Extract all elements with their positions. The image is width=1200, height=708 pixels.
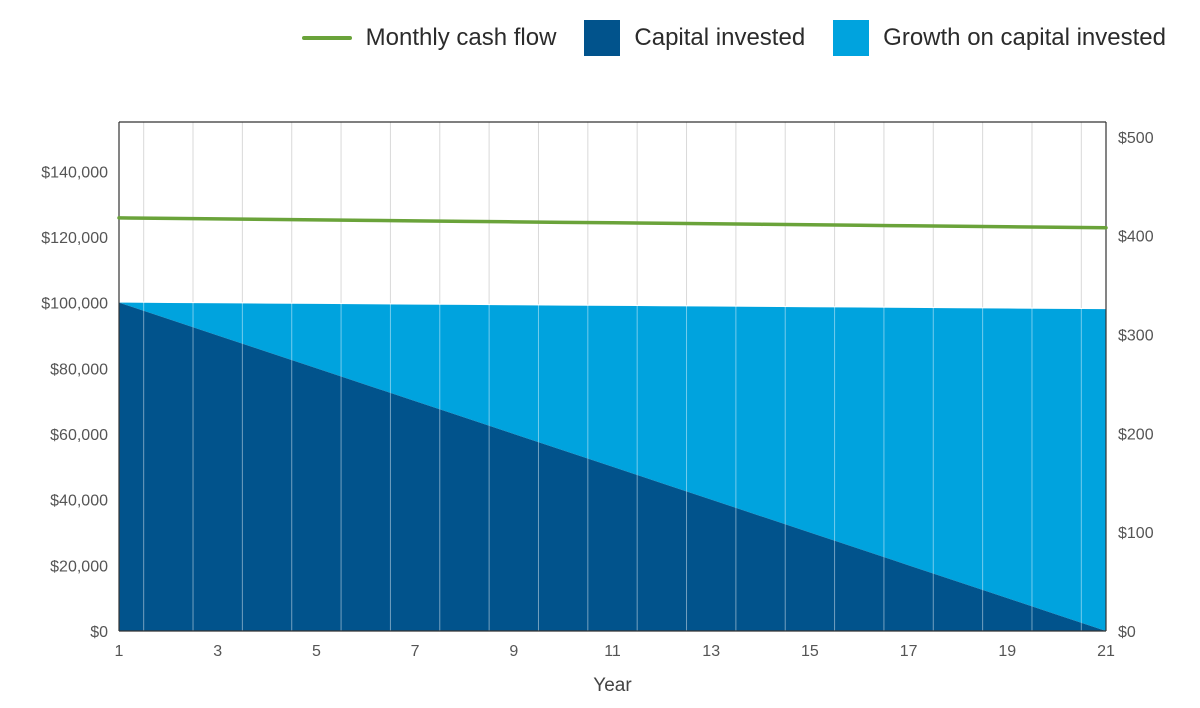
y-right-tick-label: $500: [1118, 130, 1154, 147]
chart-legend: Monthly cash flow Capital invested Growt…: [274, 20, 1166, 56]
x-tick-label: 11: [604, 643, 621, 660]
x-tick-label: 17: [900, 643, 918, 660]
legend-label-growth: Growth on capital invested: [883, 24, 1166, 51]
cash-flow-line: [117, 216, 1108, 230]
y-right-tick-label: $300: [1118, 327, 1154, 344]
y-left-tick-label: $20,000: [50, 558, 108, 575]
x-tick-label: 13: [702, 643, 720, 660]
legend-swatch-capital: [584, 20, 621, 56]
x-tick-label: 1: [115, 643, 124, 660]
legend-item-growth: Growth on capital invested: [833, 20, 1166, 56]
y-left-tick-label: $60,000: [50, 427, 108, 444]
legend-label-cash-flow: Monthly cash flow: [365, 24, 557, 51]
y-right-tick-label: $100: [1118, 525, 1154, 542]
x-tick-label: 3: [213, 643, 222, 660]
y-left-tick-label: $120,000: [41, 230, 108, 247]
y-left-tick-label: $140,000: [41, 164, 108, 181]
y-left-tick-label: $0: [90, 624, 108, 641]
y-right-tick-label: $200: [1118, 426, 1154, 443]
x-tick-label: 5: [312, 643, 321, 660]
legend-label-capital: Capital invested: [634, 24, 806, 51]
legend-swatch-cash-flow: [301, 36, 352, 40]
x-tick-label: 15: [801, 643, 819, 660]
x-axis-title: Year: [593, 675, 632, 696]
y-left-tick-label: $100,000: [41, 296, 108, 313]
y-right-tick-label: $400: [1118, 229, 1154, 246]
y-left-tick-label: $40,000: [50, 493, 108, 510]
legend-swatch-growth: [833, 20, 870, 56]
y-right-tick-label: $0: [1118, 624, 1136, 641]
capital-area: [119, 302, 1106, 631]
legend-item-capital: Capital invested: [584, 20, 805, 56]
x-tick-label: 19: [998, 643, 1016, 660]
y-left-tick-label: $80,000: [50, 361, 108, 378]
legend-item-cash-flow: Monthly cash flow: [301, 24, 557, 52]
x-tick-label: 7: [411, 643, 420, 660]
x-tick-label: 9: [509, 643, 518, 660]
x-tick-label: 21: [1097, 643, 1115, 660]
